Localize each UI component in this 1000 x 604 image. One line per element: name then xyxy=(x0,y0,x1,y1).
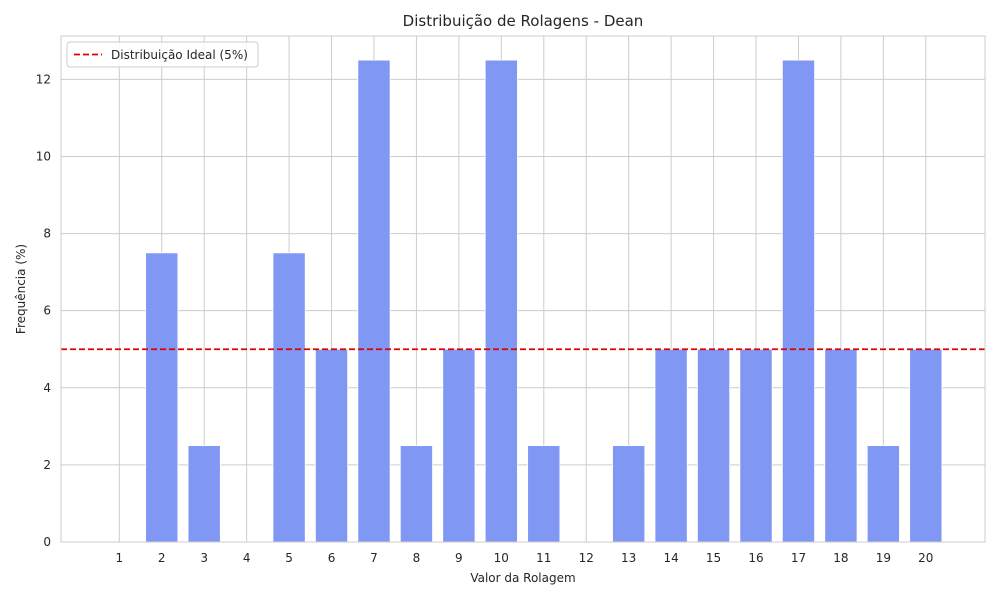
x-tick-label: 8 xyxy=(413,551,421,565)
bar-2 xyxy=(145,252,179,543)
bar-14 xyxy=(654,348,688,543)
bars xyxy=(145,59,943,543)
x-tick-label: 3 xyxy=(200,551,208,565)
y-tick-label: 6 xyxy=(43,304,51,318)
bar-20 xyxy=(909,348,943,543)
y-tick-label: 2 xyxy=(43,458,51,472)
bar-15 xyxy=(697,348,731,543)
bar-7 xyxy=(357,59,391,543)
x-tick-label: 5 xyxy=(285,551,293,565)
x-tick-label: 4 xyxy=(243,551,251,565)
x-tick-labels: 1 2 3 4 5 6 7 8 9 10 11 12 13 14 15 16 17 18 19 20 xyxy=(115,551,933,565)
bar-19 xyxy=(866,445,900,543)
x-tick-label: 6 xyxy=(328,551,336,565)
legend-box xyxy=(66,41,259,68)
x-axis-label: Valor da Rolagem xyxy=(470,571,575,585)
y-tick-label: 0 xyxy=(43,535,51,549)
y-axis-label: Frequência (%) xyxy=(14,244,28,334)
x-tick-label: 2 xyxy=(158,551,166,565)
bar-3 xyxy=(187,445,221,543)
x-tick-label: 1 xyxy=(115,551,123,565)
bar-9 xyxy=(442,348,476,543)
x-tick-label: 9 xyxy=(455,551,463,565)
x-tick-label: 14 xyxy=(663,551,678,565)
bar-10 xyxy=(484,59,518,543)
y-tick-label: 12 xyxy=(36,72,51,86)
legend-label: Distribuição Ideal (5%) xyxy=(111,48,248,62)
bar-18 xyxy=(824,348,858,543)
x-tick-label: 15 xyxy=(706,551,721,565)
x-tick-label: 13 xyxy=(621,551,636,565)
x-tick-label: 7 xyxy=(370,551,378,565)
legend: Distribuição Ideal (5%) xyxy=(66,41,259,68)
x-tick-label: 16 xyxy=(748,551,763,565)
x-tick-label: 10 xyxy=(494,551,509,565)
x-tick-label: 12 xyxy=(579,551,594,565)
bar-8 xyxy=(399,445,433,543)
y-tick-label: 4 xyxy=(43,381,51,395)
x-tick-label: 19 xyxy=(876,551,891,565)
bar-17 xyxy=(781,59,815,543)
bar-5 xyxy=(272,252,306,543)
y-tick-label: 10 xyxy=(36,149,51,163)
bar-13 xyxy=(612,445,646,543)
y-tick-label: 8 xyxy=(43,227,51,241)
bar-16 xyxy=(739,348,773,543)
bar-6 xyxy=(315,348,349,543)
chart-title: Distribuição de Rolagens - Dean xyxy=(403,12,644,30)
x-tick-label: 17 xyxy=(791,551,806,565)
x-tick-label: 18 xyxy=(833,551,848,565)
x-tick-label: 20 xyxy=(918,551,933,565)
plot-frame xyxy=(60,35,986,543)
y-tick-labels: 0 2 4 6 8 10 12 xyxy=(36,72,51,549)
x-tick-label: 11 xyxy=(536,551,551,565)
bar-11 xyxy=(527,445,561,543)
